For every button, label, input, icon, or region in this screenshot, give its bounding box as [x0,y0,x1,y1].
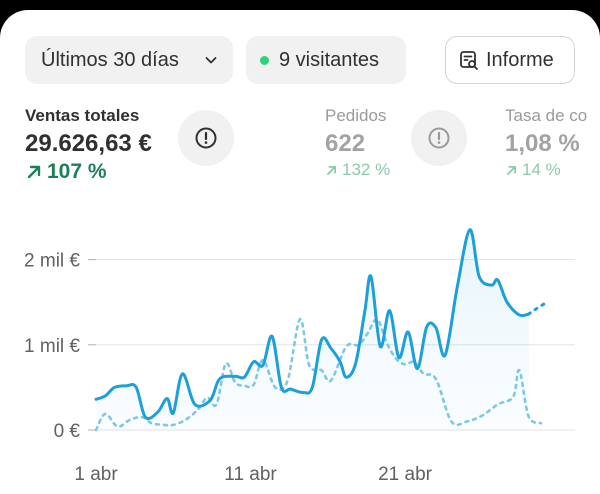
metric-change-value: 14 % [522,160,561,179]
metric-label: Pedidos [325,106,387,125]
projection-line[interactable] [527,302,546,316]
visitors-button[interactable]: 9 visitantes [246,36,406,84]
sales-chart[interactable]: 0 € 1 mil € 2 mil € 1 abr 11 abr 21 abr [0,10,600,494]
date-range-label: Últimos 30 días [41,48,179,71]
exclamation-circle-icon [428,127,450,149]
live-status-dot [260,55,269,65]
metric-change: 14 % [505,160,587,180]
analytics-card: Últimos 30 días 9 visitantes Informe Ven… [0,10,600,494]
report-label: Informe [486,48,554,71]
metric-orders[interactable]: Pedidos 622 132 % [325,106,390,180]
current-period-line[interactable] [94,228,531,421]
metric-value: 1,08 % [505,130,580,157]
arrow-up-right-icon [27,165,41,179]
metric-label: Tasa de co [505,106,588,125]
metric-conversion-rate[interactable]: Tasa de co 1,08 % 14 % [505,106,587,180]
metric-total-sales[interactable]: Ventas totales 29.626,63 € 107 % [25,106,152,184]
metric-label: Ventas totales [25,106,140,125]
info-button[interactable] [178,110,234,166]
chevron-down-icon [205,57,217,64]
metric-change: 107 % [25,160,152,184]
arrow-up-right-icon [327,165,336,175]
y-tick-label: 0 € [54,421,81,442]
y-tick-label: 2 mil € [24,251,80,272]
y-tick-label: 1 mil € [24,336,80,357]
metric-change: 132 % [325,160,390,180]
current-period-area [96,229,529,430]
x-tick-label: 21 abr [378,464,433,485]
report-button[interactable]: Informe [445,36,575,84]
date-range-button[interactable]: Últimos 30 días [25,36,233,84]
arrow-up-right-icon [507,165,516,175]
info-button[interactable] [411,110,467,166]
report-search-icon [460,51,478,70]
x-tick-label: 11 abr [224,464,277,485]
comparison-period-line[interactable] [94,317,543,432]
metric-value: 622 [325,130,366,157]
x-tick-label: 1 abr [74,464,118,485]
metric-change-value: 107 % [47,160,107,183]
metric-value: 29.626,63 € [25,130,152,157]
visitors-label: 9 visitantes [279,48,380,71]
metric-change-value: 132 % [342,160,391,179]
exclamation-circle-icon [195,127,217,149]
